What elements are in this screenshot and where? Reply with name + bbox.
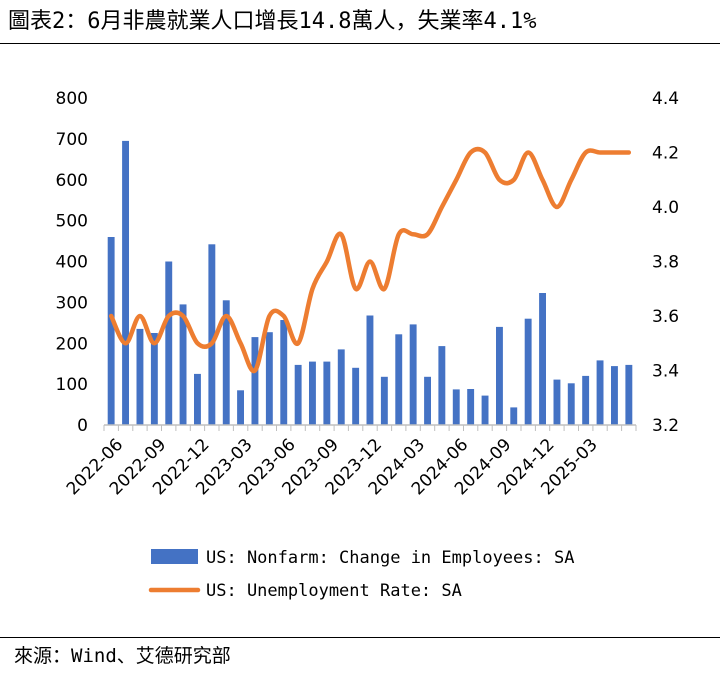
right-y-tick-label: 3.4 (652, 362, 679, 382)
nonfarm-bar (525, 319, 532, 425)
nonfarm-bar (438, 346, 445, 425)
nonfarm-bar (554, 380, 561, 425)
left-y-tick-label: 600 (56, 171, 88, 191)
nonfarm-bar (453, 389, 460, 425)
left-y-tick-label: 100 (56, 375, 88, 395)
nonfarm-bar (367, 316, 374, 426)
nonfarm-bar (410, 324, 417, 425)
right-y-tick-label: 4.4 (652, 89, 679, 109)
right-y-tick-label: 3.6 (652, 307, 679, 327)
nonfarm-bar (237, 390, 244, 425)
nonfarm-bar (338, 349, 345, 425)
nonfarm-bar (625, 365, 632, 425)
x-axis: 2022-062022-092022-122023-032023-062023-… (63, 425, 636, 499)
nonfarm-bar (482, 396, 489, 425)
right-y-tick-label: 3.8 (652, 253, 679, 273)
nonfarm-bar (165, 262, 172, 426)
left-y-tick-label: 0 (77, 416, 88, 436)
legend-bar-label: US: Nonfarm: Change in Employees: SA (206, 548, 574, 568)
nonfarm-bar (309, 362, 316, 425)
right-y-tick-label: 4.2 (652, 144, 679, 164)
nonfarm-bar (295, 365, 302, 425)
combo-chart: 0 100 200 300 400 500 600 700 800 3.2 3.4 3.6 3.8 4.… (0, 0, 720, 637)
nonfarm-bar (582, 376, 589, 425)
nonfarm-bar (597, 360, 604, 425)
source-note: 來源：Wind、艾德研究部 (0, 637, 720, 673)
nonfarm-bar (266, 332, 273, 425)
nonfarm-bar (611, 366, 618, 425)
nonfarm-bar (280, 320, 287, 425)
nonfarm-bar (252, 337, 259, 425)
right-y-axis: 3.2 3.4 3.6 3.8 4.0 4.2 4.4 (652, 89, 679, 436)
left-y-tick-label: 300 (56, 293, 88, 313)
right-y-tick-label: 3.2 (652, 416, 679, 436)
left-y-tick-label: 200 (56, 334, 88, 354)
nonfarm-bar (568, 383, 575, 425)
nonfarm-bar (539, 293, 546, 425)
left-y-tick-label: 800 (56, 89, 88, 109)
legend-bar-swatch (151, 549, 198, 564)
nonfarm-bar (496, 327, 503, 425)
legend: US: Nonfarm: Change in Employees: SA US:… (151, 548, 574, 601)
right-y-tick-label: 4.0 (652, 198, 679, 218)
legend-line-label: US: Unemployment Rate: SA (206, 581, 462, 601)
nonfarm-bar (122, 141, 129, 425)
left-y-axis: 0 100 200 300 400 500 600 700 800 (56, 89, 88, 436)
nonfarm-bar (352, 368, 359, 425)
left-y-tick-label: 400 (56, 253, 88, 273)
nonfarm-bar (323, 362, 330, 425)
left-y-tick-label: 500 (56, 212, 88, 232)
left-y-tick-label: 700 (56, 130, 88, 150)
nonfarm-bar (395, 334, 402, 425)
nonfarm-bar (381, 377, 388, 425)
nonfarm-bars (108, 141, 633, 425)
nonfarm-bar (510, 407, 517, 425)
nonfarm-bar (151, 333, 158, 425)
nonfarm-bar (108, 237, 115, 425)
nonfarm-bar (467, 389, 474, 425)
nonfarm-bar (137, 329, 144, 425)
nonfarm-bar (194, 374, 201, 425)
nonfarm-bar (424, 377, 431, 425)
